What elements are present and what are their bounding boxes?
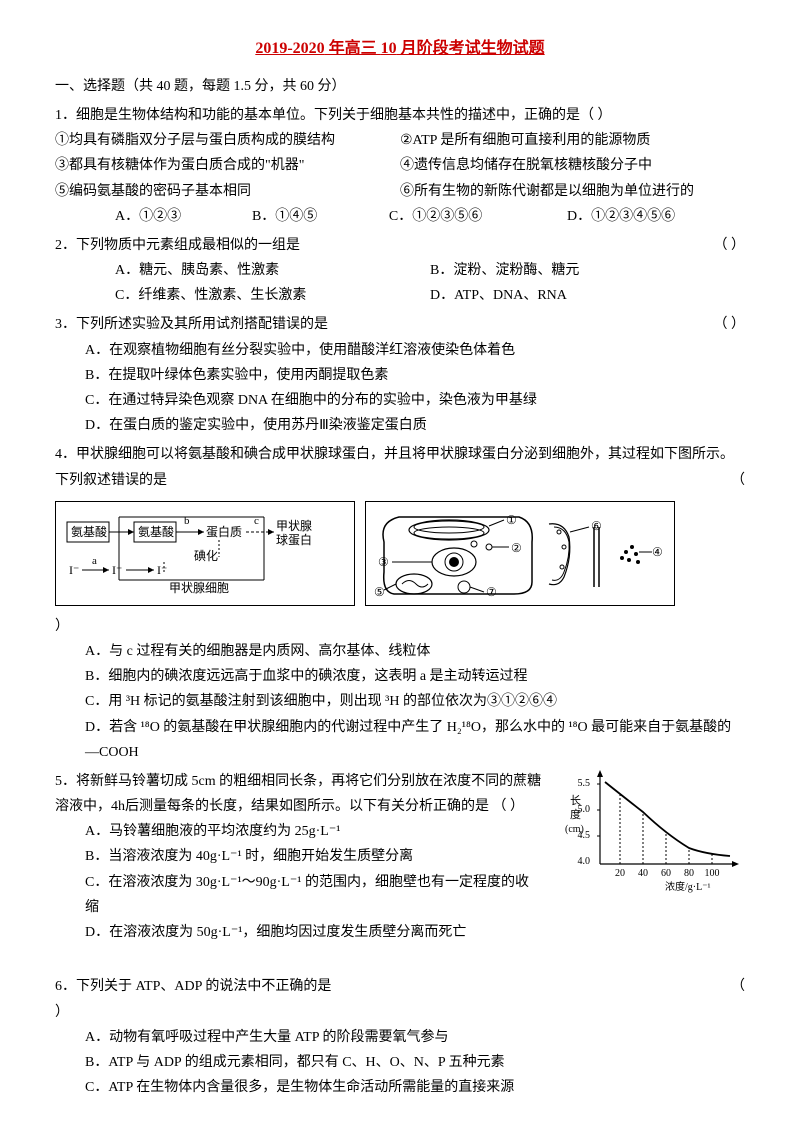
flowchart-svg: 氨基酸 氨基酸 b 蛋白质 c 甲状腺 球蛋白 a I⁻ I⁻ — [64, 512, 344, 597]
svg-text:⑤: ⑤ — [374, 585, 385, 597]
svg-text:浓度/g·L⁻¹: 浓度/g·L⁻¹ — [665, 880, 711, 893]
svg-text:度: 度 — [570, 807, 581, 821]
svg-text:I⁻: I⁻ — [157, 563, 167, 577]
svg-text:氨基酸: 氨基酸 — [138, 524, 174, 539]
svg-text:40: 40 — [638, 868, 648, 879]
q4-optC: C．用 ³H 标记的氨基酸注射到该细胞中，则出现 ³H 的部位依次为③①②⑥④ — [55, 689, 745, 714]
q1-item5: ⑤编码氨基酸的密码子基本相同 — [55, 179, 400, 204]
svg-text:④: ④ — [652, 545, 663, 559]
svg-text:碘化: 碘化 — [194, 549, 218, 563]
svg-text:甲状腺: 甲状腺 — [276, 519, 312, 533]
q5-chart: 5.5 5.0 4.5 4.0 20 40 60 80 100 长 度 (cm)… — [565, 764, 745, 894]
svg-text:I⁻: I⁻ — [69, 563, 79, 577]
svg-text:⑥: ⑥ — [591, 519, 602, 533]
q3-optC: C．在通过特异染色观察 DNA 在细胞中的分布的实验中，染色液为甲基绿 — [55, 388, 745, 413]
q4-flowchart: 氨基酸 氨基酸 b 蛋白质 c 甲状腺 球蛋白 a I⁻ I⁻ — [55, 501, 355, 606]
cell-svg: ① ② ③ ⑤ ⑦ — [374, 512, 664, 597]
q1-stem: 1．细胞是生物体结构和功能的基本单位。下列关于细胞基本共性的描述中，正确的是（ … — [55, 103, 745, 128]
question-3: 3．下列所述实验及其所用试剂搭配错误的是 （ ） A．在观察植物细胞有丝分裂实验中… — [55, 312, 745, 438]
q4-cell-diagram: ① ② ③ ⑤ ⑦ — [365, 501, 675, 606]
q5-optD: D．在溶液浓度为 50g·L⁻¹，细胞均因过度发生质壁分离而死亡 — [55, 920, 535, 945]
q4-optB: B．细胞内的碘浓度远远高于血浆中的碘浓度，这表明 a 是主动转运过程 — [55, 664, 745, 689]
q2-stem: 2．下列物质中元素组成最相似的一组是 — [55, 238, 300, 253]
question-2: 2．下列物质中元素组成最相似的一组是 （ ） A．糖元、胰岛素、性激素 B．淀粉、… — [55, 233, 745, 309]
q4-stem: 4．甲状腺细胞可以将氨基酸和碘合成甲状腺球蛋白，并且将甲状腺球蛋白分泌到细胞外，… — [55, 447, 734, 487]
question-5: 5.5 5.0 4.5 4.0 20 40 60 80 100 长 度 (cm)… — [55, 769, 745, 945]
q5-optC: C．在溶液浓度为 30g·L⁻¹～90g·L⁻¹ 的范围内，细胞壁也有一定程度的… — [55, 870, 535, 920]
q1-item4: ④遗传信息均储存在脱氧核糖核酸分子中 — [400, 153, 745, 178]
svg-text:(cm): (cm) — [565, 824, 584, 835]
q1-item1: ①均具有磷脂双分子层与蛋白质构成的膜结构 — [55, 128, 400, 153]
q3-optA: A．在观察植物细胞有丝分裂实验中，使用醋酸洋红溶液使染色体着色 — [55, 338, 745, 363]
q6-paren2: ） — [55, 1000, 745, 1025]
svg-text:60: 60 — [661, 868, 671, 879]
page-title: 2019-2020 年高三 10 月阶段考试生物试题 — [55, 35, 745, 64]
q3-optB: B．在提取叶绿体色素实验中，使用丙酮提取色素 — [55, 363, 745, 388]
q4-optA: A．与 c 过程有关的细胞器是内质网、高尔基体、线粒体 — [55, 639, 745, 664]
svg-text:球蛋白: 球蛋白 — [276, 532, 312, 547]
q2-optA: A．糖元、胰岛素、性激素 — [115, 258, 430, 283]
q1-item2: ②ATP 是所有细胞可直接利用的能源物质 — [400, 128, 745, 153]
q5-stem: 5．将新鲜马铃薯切成 5cm 的粗细相同长条，再将它们分别放在浓度不同的蔗糖溶液… — [55, 774, 541, 814]
svg-text:蛋白质: 蛋白质 — [206, 524, 242, 539]
q3-stem: 3．下列所述实验及其所用试剂搭配错误的是 — [55, 317, 328, 332]
svg-text:80: 80 — [684, 868, 694, 879]
q6-optC: C．ATP 在生物体内含量很多，是生物体生命活动所需能量的直接来源 — [55, 1075, 745, 1100]
svg-text:5.5: 5.5 — [578, 778, 591, 789]
q4-paren2: ） — [55, 614, 745, 639]
svg-text:②: ② — [511, 541, 522, 555]
svg-text:甲状腺细胞: 甲状腺细胞 — [169, 581, 229, 595]
question-4: 4．甲状腺细胞可以将氨基酸和碘合成甲状腺球蛋白，并且将甲状腺球蛋白分泌到细胞外，… — [55, 442, 745, 765]
svg-text:I⁻: I⁻ — [112, 563, 122, 577]
svg-text:a: a — [92, 555, 97, 567]
q6-stem: 6．下列关于 ATP、ADP 的说法中不正确的是 — [55, 979, 331, 994]
q2-paren: （ ） — [714, 233, 746, 258]
question-6: 6．下列关于 ATP、ADP 的说法中不正确的是 （ ） A．动物有氧呼吸过程中产… — [55, 974, 745, 1100]
q1-item6: ⑥所有生物的新陈代谢都是以细胞为单位进行的 — [400, 179, 745, 204]
q1-optB: B．①④⑤ — [252, 204, 389, 229]
q1-optC: C．①②③⑤⑥ — [389, 204, 567, 229]
svg-text:①: ① — [506, 513, 517, 527]
svg-text:4.0: 4.0 — [578, 856, 591, 867]
q6-paren: （ — [731, 974, 745, 999]
svg-text:长: 长 — [570, 794, 581, 807]
title-text: 2019-2020 年高三 10 月阶段考试生物试题 — [255, 40, 544, 57]
q2-optB: B．淀粉、淀粉酶、糖元 — [430, 258, 745, 283]
q1-optD: D．①②③④⑤⑥ — [567, 204, 745, 229]
chart-svg: 5.5 5.0 4.5 4.0 20 40 60 80 100 长 度 (cm)… — [565, 764, 745, 894]
q4-paren: （ — [731, 468, 745, 493]
q3-paren: （ ） — [714, 312, 746, 337]
section-header: 一、选择题（共 40 题，每题 1.5 分，共 60 分） — [55, 74, 745, 99]
q4-diagrams: 氨基酸 氨基酸 b 蛋白质 c 甲状腺 球蛋白 a I⁻ I⁻ — [55, 501, 745, 606]
svg-text:100: 100 — [705, 868, 720, 879]
svg-text:⑦: ⑦ — [486, 585, 497, 597]
question-1: 1．细胞是生物体结构和功能的基本单位。下列关于细胞基本共性的描述中，正确的是（ … — [55, 103, 745, 229]
q6-optA: A．动物有氧呼吸过程中产生大量 ATP 的阶段需要氧气参与 — [55, 1025, 745, 1050]
q1-optA: A．①②③ — [115, 204, 252, 229]
q5-paren: （ ） — [493, 799, 525, 814]
svg-text:20: 20 — [615, 868, 625, 879]
q4-optD: D．若含 ¹⁸O 的氨基酸在甲状腺细胞内的代谢过程中产生了 H₂¹⁸O，那么水中… — [55, 715, 745, 765]
q6-optB: B．ATP 与 ADP 的组成元素相同，都只有 C、H、O、N、P 五种元素 — [55, 1050, 745, 1075]
svg-text:氨基酸: 氨基酸 — [71, 524, 107, 539]
q2-optD: D．ATP、DNA、RNA — [430, 283, 745, 308]
q3-optD: D．在蛋白质的鉴定实验中，使用苏丹Ⅲ染液鉴定蛋白质 — [55, 413, 745, 438]
q1-item3: ③都具有核糖体作为蛋白质合成的"机器" — [55, 153, 400, 178]
q2-optC: C．纤维素、性激素、生长激素 — [115, 283, 430, 308]
